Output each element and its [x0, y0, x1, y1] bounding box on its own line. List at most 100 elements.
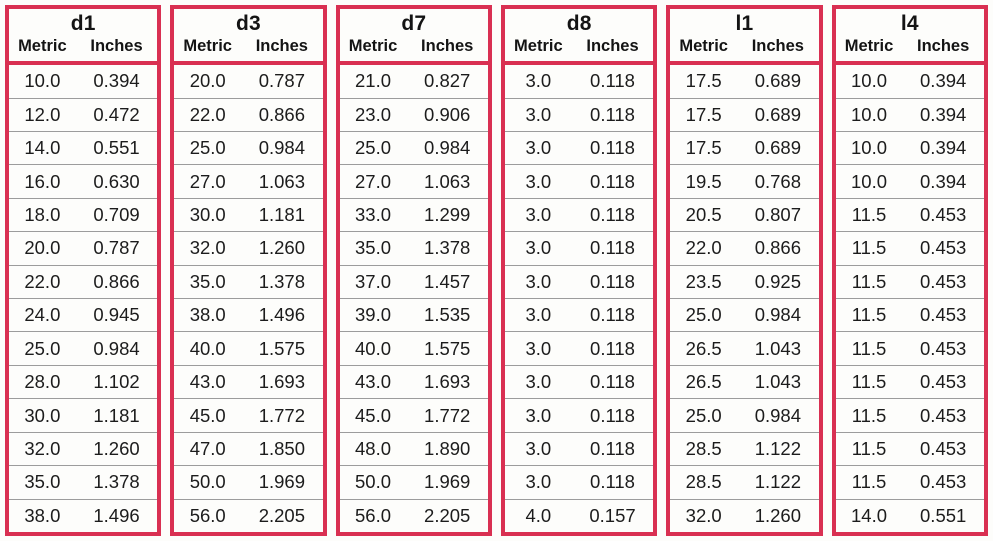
group-header: d8 Metric Inches: [504, 9, 654, 66]
inches-value: 0.453: [920, 270, 967, 292]
column-headers: Metric Inches: [9, 37, 157, 56]
table-row: 14.0 0.551: [835, 498, 984, 532]
metric-value: 11.5: [851, 304, 887, 326]
metric-value: 37.0: [355, 270, 392, 292]
column-headers: Metric Inches: [340, 37, 488, 56]
metric-value: 14.0: [24, 137, 61, 159]
inches-value: 1.043: [754, 337, 801, 359]
table-row: 11.5 0.453: [835, 264, 984, 298]
table-row: 22.0 0.866: [174, 97, 323, 131]
metric-value: 11.5: [851, 237, 887, 259]
inches-value: 1.378: [424, 237, 471, 259]
inches-value: 0.984: [754, 404, 801, 426]
inches-value: 0.709: [93, 203, 140, 225]
inches-value: 0.551: [920, 504, 967, 526]
inches-value: 0.453: [920, 237, 967, 259]
metric-value: 43.0: [355, 371, 392, 393]
table-row: 48.0 1.890: [339, 431, 488, 465]
inches-value: 1.575: [424, 337, 471, 359]
group-title: d8: [566, 12, 592, 35]
metric-value: 38.0: [189, 304, 226, 326]
inches-value: 1.535: [424, 304, 471, 326]
metric-value: 30.0: [189, 203, 226, 225]
inches-value: 1.496: [258, 304, 305, 326]
metric-value: 25.0: [685, 304, 722, 326]
table-row: 32.0 1.260: [174, 231, 323, 264]
metric-value: 45.0: [189, 404, 226, 426]
inches-value: 0.453: [920, 471, 967, 493]
col-header-inches: Inches: [90, 37, 143, 56]
table-row: 25.0 0.984: [9, 331, 158, 364]
metric-value: 3.0: [525, 70, 552, 92]
group-body: 17.5 0.689 17.5 0.689 17.5 0.689 19.5 0.768 20.5…: [670, 65, 819, 532]
metric-value: 4.0: [525, 504, 552, 526]
table-row: 3.0 0.118: [504, 130, 654, 164]
table-row: 3.0 0.118: [504, 398, 654, 431]
metric-value: 22.0: [24, 270, 61, 292]
column-headers: Metric Inches: [836, 37, 984, 56]
inches-value: 0.945: [93, 304, 140, 326]
table-row: 35.0 1.378: [9, 465, 158, 498]
metric-value: 25.0: [189, 137, 226, 159]
inches-value: 1.772: [258, 404, 305, 426]
table-row: 25.0 0.984: [670, 398, 819, 431]
table-row: 30.0 1.181: [174, 197, 323, 231]
metric-value: 35.0: [24, 471, 61, 493]
metric-value: 20.0: [24, 237, 61, 259]
group-header: l4 Metric Inches: [835, 9, 984, 66]
metric-value: 3.0: [525, 304, 552, 326]
metric-value: 3.0: [525, 270, 552, 292]
inches-value: 0.827: [424, 70, 471, 92]
inches-value: 1.772: [424, 404, 471, 426]
metric-value: 18.0: [24, 203, 61, 225]
metric-value: 48.0: [355, 437, 392, 459]
table-row: 20.5 0.807: [670, 197, 819, 231]
metric-value: 21.0: [355, 70, 392, 92]
inches-value: 1.102: [93, 371, 140, 393]
inches-value: 0.118: [590, 203, 635, 225]
table-row: 26.5 1.043: [670, 331, 819, 364]
inches-value: 0.394: [920, 70, 967, 92]
table-row: 25.0 0.984: [670, 298, 819, 331]
table-row: 3.0 0.118: [504, 264, 654, 298]
group-header: d1 Metric Inches: [9, 9, 158, 66]
group-title: l4: [900, 12, 919, 35]
metric-value: 3.0: [525, 237, 552, 259]
inches-value: 1.850: [258, 437, 305, 459]
table-row: 3.0 0.118: [504, 465, 654, 498]
inches-value: 0.394: [920, 170, 967, 192]
inches-value: 0.453: [920, 437, 967, 459]
metric-value: 3.0: [525, 170, 552, 192]
metric-value: 17.5: [685, 137, 722, 159]
inches-value: 1.181: [93, 404, 140, 426]
inches-value: 1.575: [258, 337, 305, 359]
inches-value: 0.689: [754, 137, 801, 159]
metric-value: 40.0: [355, 337, 392, 359]
metric-value: 26.5: [685, 337, 722, 359]
inches-value: 0.118: [590, 170, 635, 192]
metric-value: 22.0: [685, 237, 722, 259]
inches-value: 1.969: [424, 471, 471, 493]
metric-value: 32.0: [685, 504, 722, 526]
inches-value: 0.453: [920, 203, 967, 225]
table-row: 18.0 0.709: [9, 197, 158, 231]
inches-value: 1.457: [424, 270, 471, 292]
col-header-inches: Inches: [751, 37, 804, 56]
table-row: 3.0 0.118: [504, 231, 654, 264]
table-row: 10.0 0.394: [836, 65, 984, 97]
inches-value: 1.260: [754, 504, 801, 526]
inches-value: 0.453: [920, 404, 967, 426]
inches-value: 1.260: [258, 237, 305, 259]
table-row: 14.0 0.551: [9, 130, 158, 164]
inches-value: 1.260: [93, 437, 140, 459]
table-group-d7: d7 Metric Inches 21.0 0.827 23.0 0.906 25.0 0.98…: [335, 5, 492, 536]
metric-value: 25.0: [685, 404, 722, 426]
inches-value: 1.063: [258, 170, 305, 192]
table-row: 11.5 0.453: [835, 331, 984, 364]
group-body: 10.0 0.394 10.0 0.394 10.0 0.394 10.0 0.394 11.5…: [835, 65, 984, 532]
metric-value: 22.0: [189, 103, 226, 125]
group-body: 20.0 0.787 22.0 0.866 25.0 0.984 27.0 1.063 30.0…: [174, 65, 323, 532]
metric-value: 30.0: [24, 404, 61, 426]
inches-value: 0.118: [590, 70, 635, 92]
